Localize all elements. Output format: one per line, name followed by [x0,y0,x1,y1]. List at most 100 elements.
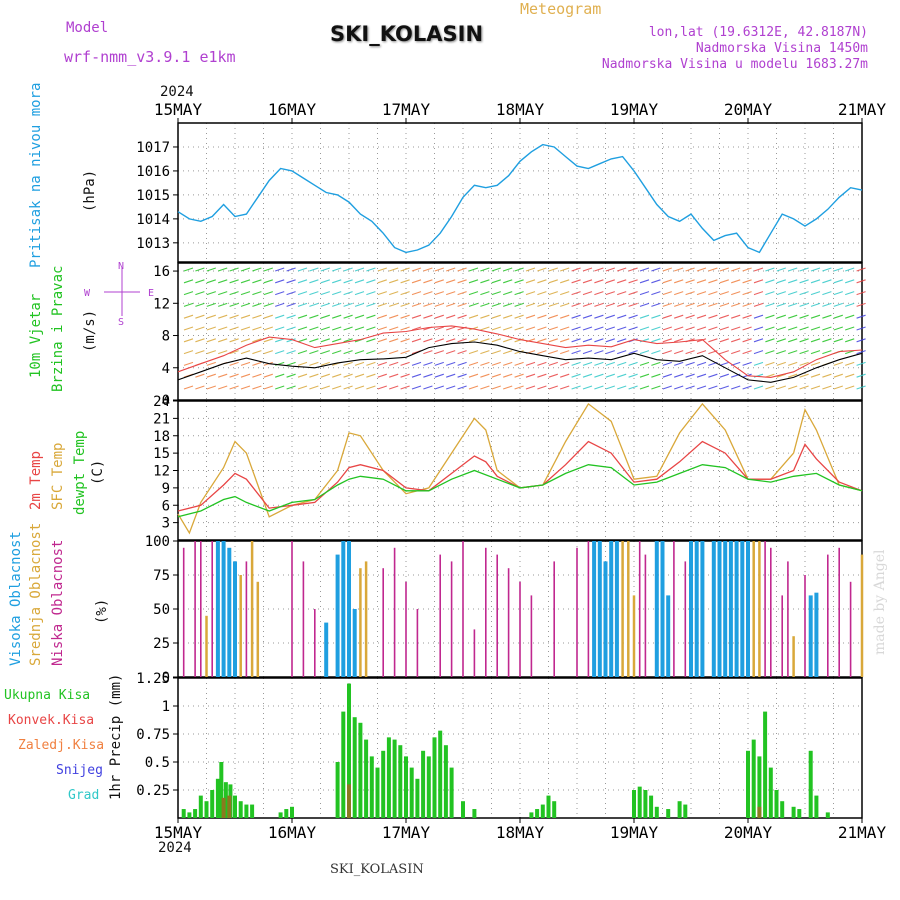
wind-barb [822,314,832,319]
wind-barb [845,338,855,343]
wind-barb [685,291,695,296]
wind-barb [799,385,809,390]
wind-barb [240,361,251,366]
precip-bar [757,806,762,818]
wind-barb [651,361,661,366]
wind-barb [662,314,672,319]
y-tick-label: 75 [153,568,170,584]
wind-barb [240,350,251,355]
wind-barb [628,291,638,296]
wind-barb [628,279,638,284]
cloud-bar [770,547,772,677]
precip-bar [449,767,454,818]
wind-barb [240,279,251,284]
wind-barb [822,338,832,343]
wind-barb [195,279,205,284]
cloud-bar [405,581,407,677]
wind-barb [183,350,194,355]
legend-frozen-rain: Zaledj.Kisa [18,738,105,753]
cloud-bar [587,541,590,677]
wind-barb [491,373,501,378]
wind-barb [525,385,536,390]
wind-barb [674,314,684,319]
wind-barb [628,385,638,390]
wind-barb [662,385,672,390]
cloud-bar [711,541,716,677]
model-elevation-text: Nadmorska Visina u modelu 1683.27m [601,57,868,72]
y-tick-label: 21 [153,411,170,427]
wind-barb [708,314,718,319]
wind-barb [662,267,672,272]
cloud-bar [473,629,476,677]
wind-barb [377,350,387,355]
cloud-bar [838,547,840,677]
panel-frame [177,400,863,541]
wind-barb [377,291,387,296]
wind-barb [719,338,729,343]
wind-barb [605,338,615,343]
wind-barb [218,385,228,390]
wind-barb [742,291,752,296]
wind-barb [457,267,467,272]
wind-barb [571,326,581,331]
wind-barb [514,373,524,378]
wind-barb [788,314,798,319]
wind-barb [696,385,707,390]
wind-barb [320,302,330,307]
cloud-bar [740,541,745,677]
wind-barb [320,373,330,378]
wind-barb [685,314,695,319]
wind-barb [571,361,581,366]
wind-barb [377,302,387,307]
precip-bar [814,795,819,818]
wind-barb [503,267,513,272]
wind-barb [696,373,707,378]
wind-barb [628,326,638,331]
wind-barb [537,326,547,331]
wind-barb [434,326,444,331]
wind-barb [537,291,547,296]
wind-barb [503,326,513,331]
wind-barb [708,279,718,284]
wind-barb [856,291,866,296]
precip-bar [746,750,750,818]
precip-bar [238,801,243,818]
wind-barb [845,314,855,319]
precip-bar [768,767,773,818]
y-tick-label: 8 [162,329,170,345]
wind-barb [332,314,342,319]
wind-barb [183,326,194,331]
cloud-bar [689,541,693,677]
wind-barb [845,279,855,284]
wind-barb [252,302,262,307]
wind-barb [343,338,353,343]
wind-barb [799,267,809,272]
wind-barb [297,279,308,284]
wind-barb [731,338,741,343]
y-tick-label: 16 [153,264,170,280]
precip-bar [215,778,220,818]
wind-barb [480,314,490,319]
wind-barb [491,350,501,355]
wind-barb [389,361,399,366]
wind-barb [776,267,786,272]
wind-barb [480,279,490,284]
y-tick-label: 1016 [136,164,170,180]
y-tick-label: 0.75 [136,727,170,743]
wind-barb [480,338,490,343]
wind-barb [742,267,752,272]
wind-barb [366,326,376,331]
wind-barb [297,267,308,272]
panel-frame [177,262,863,401]
wind-barb [628,373,638,378]
wind-barb [195,314,205,319]
wind-barb [491,314,501,319]
wind-barb [742,361,752,366]
wind-barb [708,267,718,272]
wind-barb [275,279,285,284]
wind-barb [639,302,650,307]
precip-bar [535,809,540,818]
wind-barb [628,267,638,272]
wind-barb [183,361,194,366]
wind-barb [560,267,570,272]
